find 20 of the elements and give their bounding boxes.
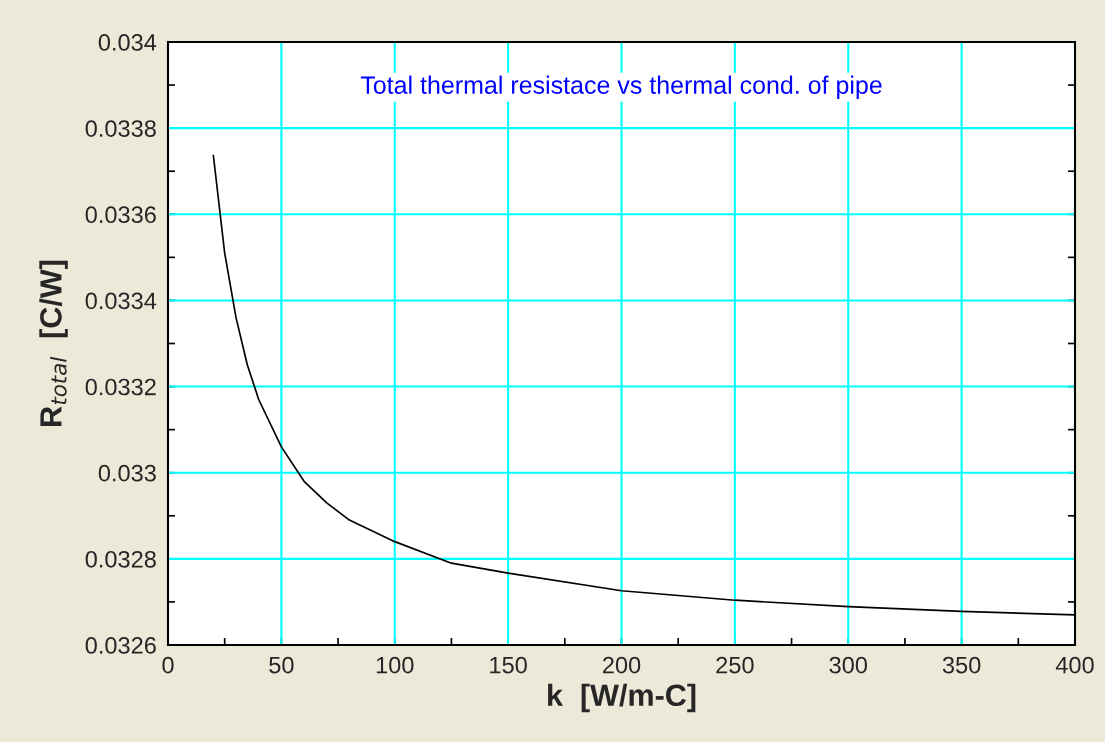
y-tick-label: 0.034 <box>98 34 157 51</box>
y-tick-label: 0.0334 <box>85 292 157 310</box>
y-tick-label: 0.0332 <box>85 378 156 396</box>
x-tick-label: 100 <box>376 656 414 674</box>
x-tick-label: 150 <box>490 656 527 674</box>
x-tick-label: 50 <box>269 656 294 674</box>
x-tick-label: 300 <box>829 656 868 674</box>
x-tick-label: 0 <box>162 656 174 674</box>
text: Total thermal resistace vs thermal cond. of pipe <box>360 75 882 99</box>
x-tick-label: 400 <box>1055 656 1094 674</box>
y-tick-label: 0.0338 <box>85 120 156 137</box>
x-tick-label: 350 <box>942 656 981 674</box>
x-tick-label: 250 <box>716 656 754 674</box>
y-axis-title: R$_{total}$ [C/W] <box>39 260 68 426</box>
y-tick-label: 0.033 <box>98 464 156 482</box>
y-tick-label: 0.0328 <box>85 550 156 568</box>
y-tick-label: 0.0326 <box>85 637 156 654</box>
y-tick-label: 0.0336 <box>85 206 156 224</box>
x-axis-title: k [W/m-C] <box>548 683 696 713</box>
x-tick-label: 200 <box>602 656 641 674</box>
